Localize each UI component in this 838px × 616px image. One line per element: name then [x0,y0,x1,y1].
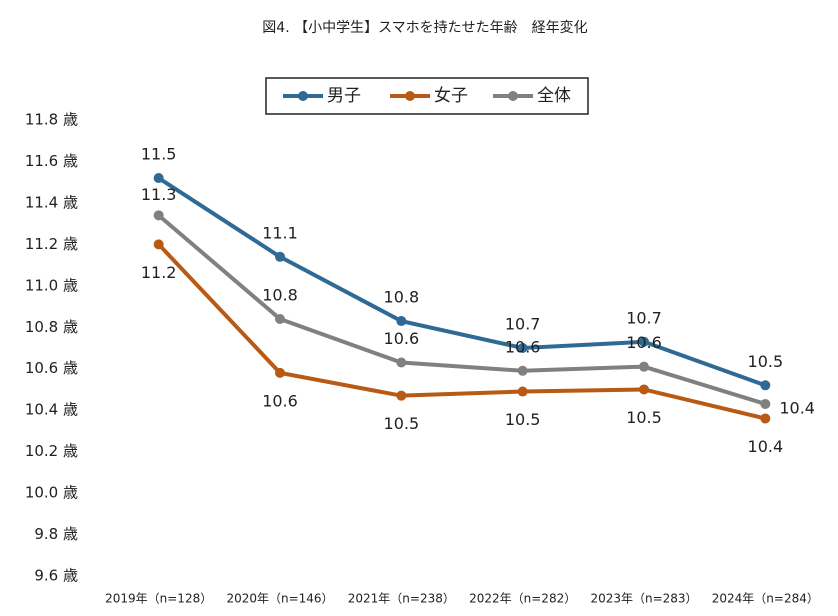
series-line [157,213,766,406]
data-label: 10.4 [779,398,815,417]
data-point [275,313,285,324]
data-label: 10.5 [384,414,420,433]
y-tick-label: 11.6 歳 [25,152,78,170]
y-tick-label: 11.8 歳 [25,111,78,129]
data-label: 10.6 [262,391,298,410]
data-point [760,380,771,391]
data-point [760,413,771,424]
data-label: 10.4 [748,437,784,456]
data-point [275,251,285,262]
legend-marker [508,91,518,101]
x-tick-label: 2021年（n=238） [348,592,455,606]
x-tick-label: 2022年（n=282） [469,592,576,606]
y-tick-label: 10.8 歳 [25,318,78,336]
data-label: 10.6 [505,337,541,356]
x-tick-label: 2023年（n=283） [590,592,697,606]
data-label: 10.6 [626,333,662,352]
data-point [275,367,285,378]
y-tick-label: 10.6 歳 [25,359,78,377]
data-point [153,173,164,184]
data-label: 10.5 [626,408,662,427]
data-point [760,398,771,409]
data-label: 11.1 [262,223,298,242]
series-line [157,176,767,388]
data-label: 10.7 [626,308,662,327]
legend-label: 女子 [434,86,468,106]
y-tick-label: 11.2 歳 [25,235,78,253]
y-tick-label: 11.0 歳 [25,276,78,294]
data-point [517,343,528,353]
data-label: 11.5 [141,145,177,164]
y-tick-label: 10.2 歳 [25,442,78,460]
y-tick-label: 9.6 歳 [34,567,78,585]
x-tick-label: 2019年（n=128） [105,592,212,606]
data-label: 11.2 [141,263,177,282]
data-point [153,239,164,250]
x-tick-label: 2020年（n=146） [226,592,333,606]
data-point [517,386,528,397]
data-label: 11.3 [141,185,177,204]
data-label: 10.5 [505,410,541,429]
y-tick-label: 10.0 歳 [25,484,78,502]
data-label: 10.7 [505,315,541,334]
chart-title: 図4. 【小中学生】スマホを持たせた年齢 経年変化 [262,19,587,36]
data-label: 10.6 [384,329,420,348]
series-line [157,242,766,421]
data-point [517,365,528,376]
data-point [396,390,407,401]
y-tick-label: 10.4 歳 [25,401,78,419]
data-label: 10.5 [748,352,784,371]
legend-label: 全体 [537,86,571,106]
y-tick-label: 9.8 歳 [34,525,78,543]
data-point [153,210,164,221]
data-label: 10.8 [262,285,298,304]
data-point [396,316,407,327]
data-point [639,384,649,395]
legend-marker [298,91,308,101]
x-tick-label: 2024年（n=284） [712,592,819,606]
data-point [639,336,649,347]
data-label: 10.8 [384,288,420,307]
legend-label: 男子 [327,86,361,106]
legend-marker [405,91,415,101]
y-tick-label: 11.4 歳 [25,193,78,211]
data-point [396,357,407,368]
data-point [639,361,649,372]
